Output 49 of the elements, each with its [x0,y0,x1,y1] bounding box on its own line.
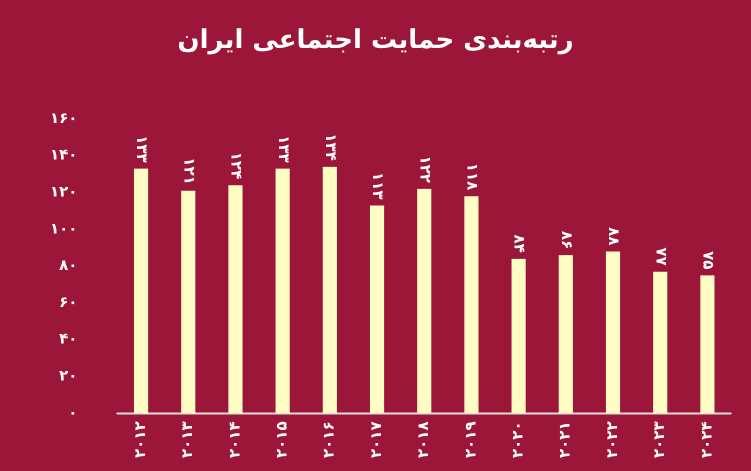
x-tick-label: ۲۰۱۳ [178,421,196,458]
bar [417,188,432,414]
bar [700,275,714,414]
data-label: ۷۷ [652,247,670,266]
x-tick-label: ۲۰۱۶ [320,421,338,458]
bar [134,168,148,414]
data-label: ۱۲۲ [416,155,434,183]
x-tick-label: ۲۰۲۳ [650,421,668,458]
x-tick-label: ۲۰۱۵ [272,421,291,458]
x-tick-label: ۲۰۱۷ [366,421,385,458]
chart-title: رتبه‌بندی حمایت اجتماعی ایران [176,24,575,57]
bar [606,251,620,414]
data-label: ۸۸ [605,227,624,246]
x-tick-label: ۲۰۱۴ [225,421,244,458]
data-label: ۸۴ [510,234,529,253]
bar [322,166,337,414]
x-tick-label: ۲۰۱۸ [414,421,432,458]
bar [370,205,384,414]
bar [228,185,243,414]
data-label: ۱۳۳ [133,135,152,163]
y-tick-label: ۰ [68,403,78,422]
data-label: ۱۲۴ [228,152,246,180]
y-tick-label: ۸۰ [59,256,78,274]
data-label: ۱۲۱ [180,157,198,185]
data-label: ۷۵ [700,251,718,270]
x-tick-label: ۲۰۲۴ [697,421,716,458]
data-label: ۱۳۴ [322,133,340,161]
y-tick-label: ۱۴۰ [50,146,78,164]
y-tick-label: ۱۰۰ [50,219,78,238]
x-tick-label: ۲۰۲۰ [508,421,527,458]
bar [276,168,290,414]
bar [512,258,526,414]
y-tick-label: ۱۲۰ [50,182,78,200]
data-label: ۱۱۳ [369,172,388,200]
y-tick-label: ۲۰ [59,366,78,384]
data-label: ۱۳۳ [274,135,293,163]
bar [181,190,196,414]
y-tick-label: ۱۶۰ [50,108,78,127]
bar [558,255,573,414]
x-tick-label: ۲۰۲۱ [556,421,574,458]
data-label: ۸۶ [558,230,576,250]
y-tick-label: ۴۰ [59,330,78,348]
bar [464,196,479,414]
y-tick-label: ۶۰ [59,292,78,311]
x-tick-label: ۲۰۲۲ [602,421,621,458]
x-tick-label: ۲۰۱۲ [130,421,149,458]
x-tick-label: ۲۰۱۹ [461,421,480,458]
bar [653,272,668,414]
data-label: ۱۱۸ [464,162,482,190]
